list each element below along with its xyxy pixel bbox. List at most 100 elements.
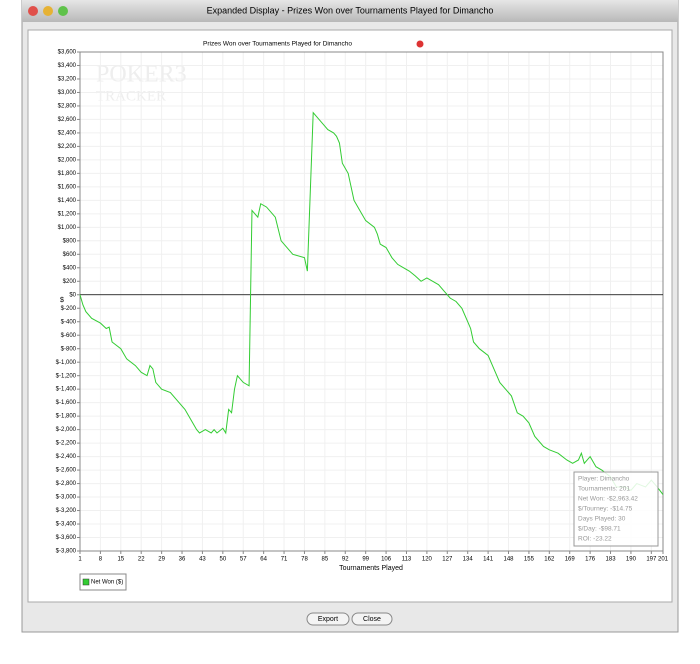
y-tick-label: $-400 <box>61 319 77 325</box>
title-bar <box>22 0 678 22</box>
stats-line: Days Played: 30 <box>578 516 626 523</box>
x-tick-label: 113 <box>402 557 412 563</box>
x-tick-label: 134 <box>463 557 474 563</box>
x-tick-label: 141 <box>483 557 494 563</box>
stats-line: $/Day: -$98.71 <box>578 526 621 533</box>
x-tick-label: 29 <box>158 557 165 563</box>
legend-label: Net Won ($) <box>91 580 123 586</box>
chart-title: Prizes Won over Tournaments Played for D… <box>203 41 352 48</box>
stats-box <box>573 471 659 547</box>
y-tick-label: $2,000 <box>58 157 77 163</box>
x-tick-label: 183 <box>606 557 617 563</box>
y-tick-label: $-2,000 <box>56 427 77 433</box>
x-tick-label: 176 <box>585 557 596 563</box>
export-button[interactable]: Export <box>306 612 350 626</box>
x-tick-label: 78 <box>301 557 308 563</box>
y-tick-label: $-3,400 <box>56 522 77 528</box>
x-tick-label: 1 <box>78 557 82 563</box>
x-tick-label: 22 <box>138 557 145 563</box>
x-tick-label: 127 <box>442 557 453 563</box>
y-tick-label: $2,200 <box>58 144 77 150</box>
y-tick-label: $1,000 <box>58 225 77 231</box>
x-tick-label: 162 <box>544 557 555 563</box>
x-tick-label: 99 <box>362 557 369 563</box>
x-tick-label: 190 <box>626 557 637 563</box>
stats-line: $/Tourney: -$14.75 <box>578 506 633 513</box>
y-tick-label: $1,400 <box>58 198 77 204</box>
legend-box <box>79 573 127 591</box>
y-tick-label: $600 <box>63 252 77 258</box>
y-tick-label: $-3,800 <box>56 549 77 555</box>
y-tick-label: $1,800 <box>58 171 77 177</box>
y-tick-label: $-3,000 <box>56 495 77 501</box>
close-button[interactable]: Close <box>351 612 393 626</box>
y-tick-label: $3,000 <box>58 90 77 96</box>
y-tick-label: $-2,200 <box>56 441 77 447</box>
x-tick-label: 50 <box>219 557 226 563</box>
y-tick-label: $-600 <box>61 333 77 339</box>
stats-line: Tournaments: 201 <box>578 486 630 493</box>
plot-frame <box>79 51 664 552</box>
y-tick-label: $400 <box>63 265 77 271</box>
y-tick-label: $2,800 <box>58 104 77 110</box>
x-tick-label: 148 <box>503 557 514 563</box>
y-tick-label: $3,600 <box>58 50 77 56</box>
y-tick-label: $3,200 <box>58 77 77 83</box>
x-tick-label: 92 <box>342 557 349 563</box>
watermark: TRACKER <box>96 88 166 104</box>
x-tick-label: 169 <box>565 557 576 563</box>
x-tick-label: 15 <box>117 557 124 563</box>
title-icon <box>416 40 424 48</box>
y-tick-label: $-800 <box>61 346 77 352</box>
button-body[interactable] <box>351 612 393 626</box>
button-label[interactable]: Close <box>363 616 381 623</box>
legend-swatch <box>82 578 90 586</box>
x-tick-label: 85 <box>322 557 329 563</box>
y-tick-label: $-200 <box>61 306 77 312</box>
chart-panel <box>27 29 673 603</box>
y-tick-label: $0 <box>69 292 76 298</box>
x-axis-label: Tournaments Played <box>339 565 403 572</box>
y-tick-label: $3,400 <box>58 63 77 69</box>
y-tick-label: $800 <box>63 238 77 244</box>
x-tick-label: 43 <box>199 557 206 563</box>
y-tick-label: $-2,800 <box>56 481 77 487</box>
data-line <box>79 111 664 495</box>
x-tick-label: 106 <box>381 557 392 563</box>
y-tick-label: $-1,400 <box>56 387 77 393</box>
y-tick-label: $200 <box>63 279 77 285</box>
x-tick-label: 64 <box>260 557 267 563</box>
y-axis-label: $ <box>60 297 64 304</box>
y-tick-label: $-1,000 <box>56 360 77 366</box>
window-title: Expanded Display - Prizes Won over Tourn… <box>207 5 494 15</box>
stats-line: Player: Dimancho <box>578 476 630 483</box>
minimize-dot[interactable] <box>43 6 53 16</box>
stats-line: ROI: -23.22 <box>578 536 612 543</box>
y-tick-label: $-1,800 <box>56 414 77 420</box>
button-label[interactable]: Export <box>318 616 338 623</box>
y-tick-label: $1,200 <box>58 211 77 217</box>
x-tick-label: 36 <box>179 557 186 563</box>
x-tick-label: 197 <box>646 557 657 563</box>
button-body[interactable] <box>306 612 350 626</box>
y-tick-label: $-2,600 <box>56 468 77 474</box>
y-tick-label: $-3,200 <box>56 508 77 514</box>
y-tick-label: $2,600 <box>58 117 77 123</box>
y-tick-label: $1,600 <box>58 184 77 190</box>
x-tick-label: 201 <box>658 557 669 563</box>
x-tick-label: 71 <box>281 557 288 563</box>
x-tick-label: 8 <box>99 557 103 563</box>
y-tick-label: $-1,200 <box>56 373 77 379</box>
close-dot[interactable] <box>28 6 38 16</box>
y-tick-label: $2,400 <box>58 130 77 136</box>
y-tick-label: $-1,600 <box>56 400 77 406</box>
stats-line: Net Won: -$2,963.42 <box>578 496 638 503</box>
y-tick-label: $-3,600 <box>56 535 77 541</box>
x-tick-label: 57 <box>240 557 247 563</box>
zoom-dot[interactable] <box>58 6 68 16</box>
y-tick-label: $-2,400 <box>56 454 77 460</box>
x-tick-label: 120 <box>422 557 433 563</box>
x-tick-label: 155 <box>524 557 535 563</box>
